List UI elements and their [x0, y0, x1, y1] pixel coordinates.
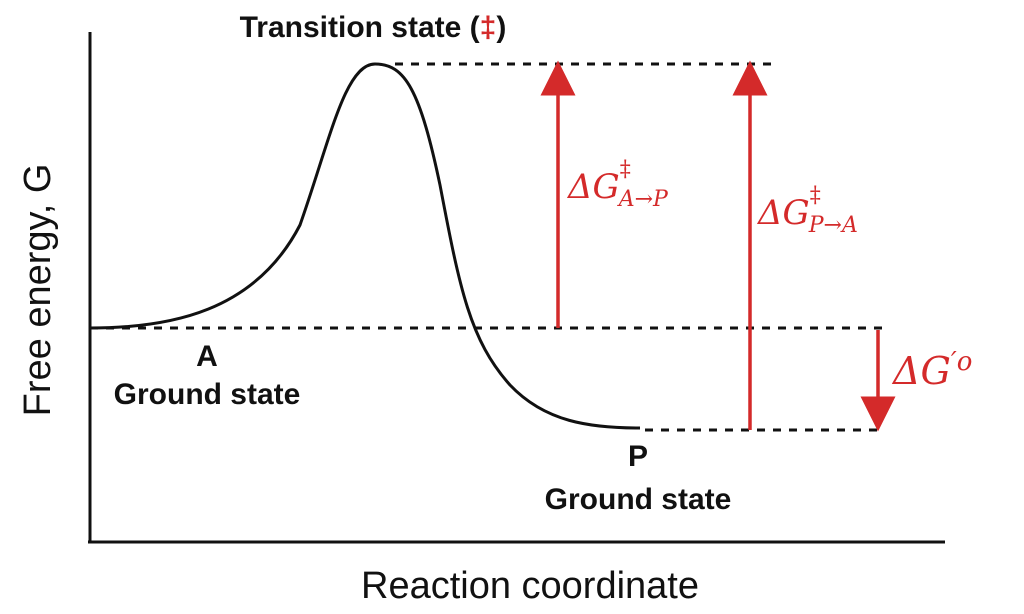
energy-profile-curve: [89, 62, 641, 430]
x-axis-title: Reaction coordinate: [361, 565, 699, 607]
product-ground-state-label: Ground state: [545, 483, 732, 516]
standard-free-energy-change-label: ΔG′o: [891, 347, 972, 393]
double-dagger-symbol: ‡: [480, 11, 497, 44]
transition-state-label: Transition state (‡): [240, 11, 507, 44]
y-axis-title: Free energy, G: [17, 164, 59, 417]
reactant-letter: A: [196, 340, 218, 373]
forward-activation-energy-label: ΔG‡ A→P: [566, 157, 669, 212]
reverse-activation-energy-label: ΔG‡ P→A: [756, 183, 858, 238]
reactant-ground-state-label: Ground state: [114, 378, 301, 411]
product-letter: P: [628, 440, 648, 473]
